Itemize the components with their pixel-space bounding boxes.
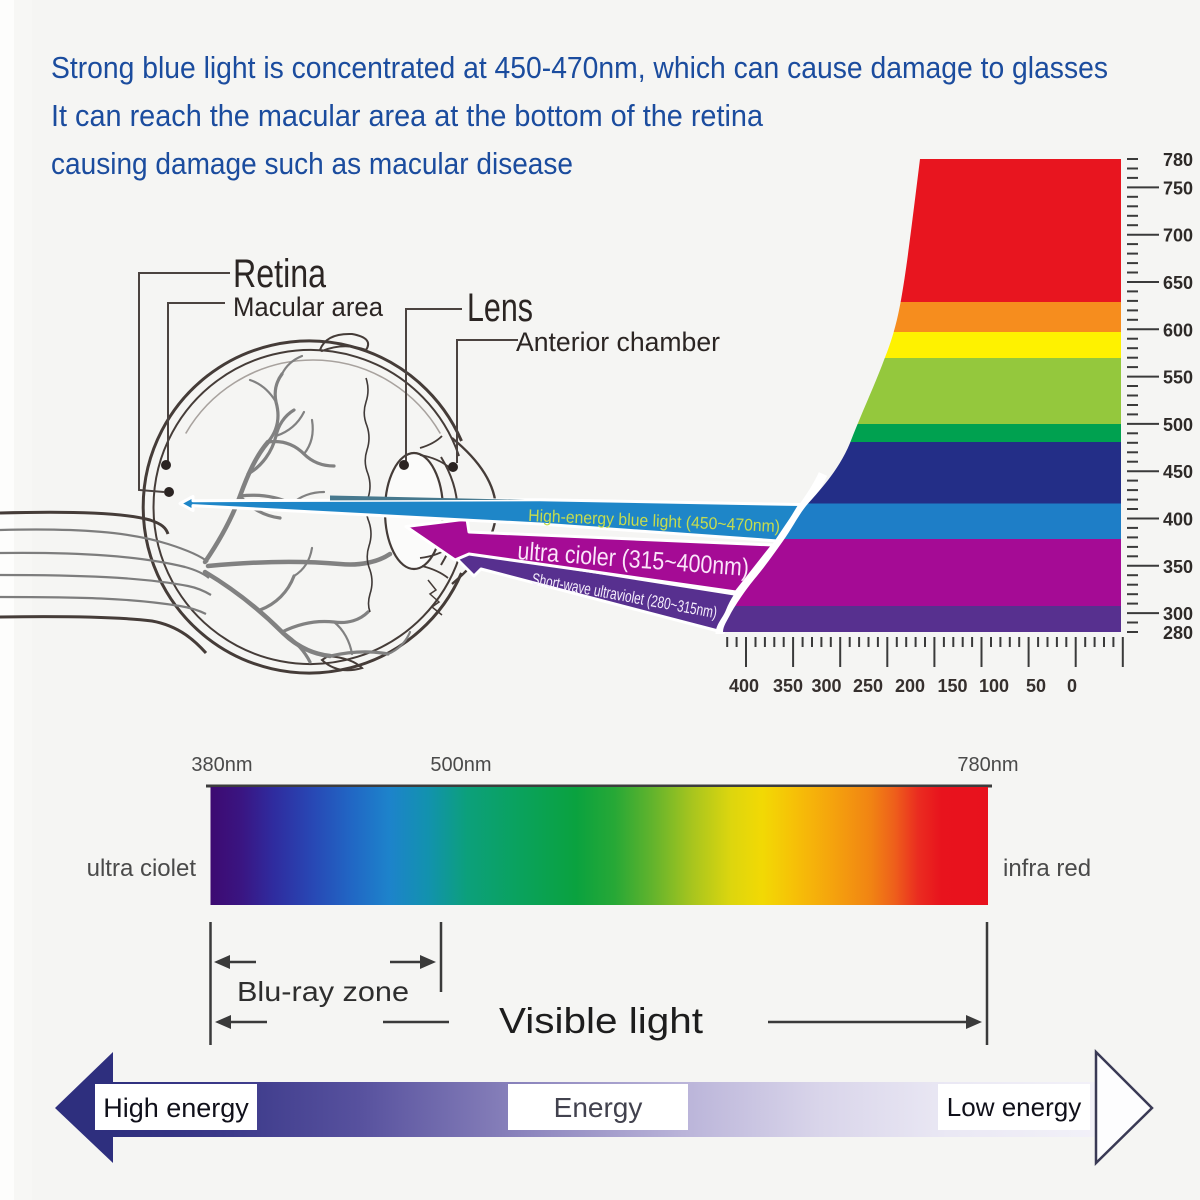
svg-text:It can reach the macular area: It can reach the macular area at the bot… <box>51 98 764 133</box>
svg-text:300: 300 <box>1163 604 1193 624</box>
svg-text:780nm: 780nm <box>957 754 1018 776</box>
svg-text:650: 650 <box>1163 273 1193 293</box>
svg-text:200: 200 <box>895 676 925 696</box>
svg-text:Macular area: Macular area <box>233 292 384 322</box>
svg-text:Lens: Lens <box>467 286 533 330</box>
svg-text:400: 400 <box>1163 510 1193 530</box>
svg-text:Visible light: Visible light <box>499 1000 703 1041</box>
svg-text:700: 700 <box>1163 226 1193 246</box>
svg-text:300: 300 <box>811 676 841 696</box>
svg-text:280: 280 <box>1163 623 1193 643</box>
svg-text:500: 500 <box>1163 415 1193 435</box>
svg-text:150: 150 <box>937 676 967 696</box>
svg-text:causing damage such as macular: causing damage such as macular disease <box>51 146 573 181</box>
svg-text:500nm: 500nm <box>430 754 491 776</box>
svg-text:400: 400 <box>729 676 759 696</box>
svg-text:Retina: Retina <box>233 252 327 296</box>
svg-text:Strong blue light is concentra: Strong blue light is concentrated at 450… <box>51 50 1108 85</box>
svg-text:Anterior chamber: Anterior chamber <box>516 327 720 357</box>
svg-text:0: 0 <box>1067 676 1077 696</box>
svg-text:550: 550 <box>1163 368 1193 388</box>
svg-text:750: 750 <box>1163 178 1193 198</box>
svg-text:780: 780 <box>1163 150 1193 170</box>
svg-text:infra red: infra red <box>1003 855 1091 882</box>
svg-text:250: 250 <box>853 676 883 696</box>
svg-text:450: 450 <box>1163 462 1193 482</box>
svg-text:ultra ciolet: ultra ciolet <box>87 855 197 882</box>
svg-text:Energy: Energy <box>554 1092 643 1123</box>
svg-text:350: 350 <box>773 676 803 696</box>
svg-text:350: 350 <box>1163 557 1193 577</box>
svg-text:50: 50 <box>1026 676 1046 696</box>
svg-text:Blu-ray zone: Blu-ray zone <box>237 976 409 1007</box>
svg-text:600: 600 <box>1163 320 1193 340</box>
svg-text:100: 100 <box>979 676 1009 696</box>
svg-text:380nm: 380nm <box>191 754 252 776</box>
svg-text:High energy: High energy <box>103 1093 249 1123</box>
svg-text:Low energy: Low energy <box>947 1092 1081 1122</box>
